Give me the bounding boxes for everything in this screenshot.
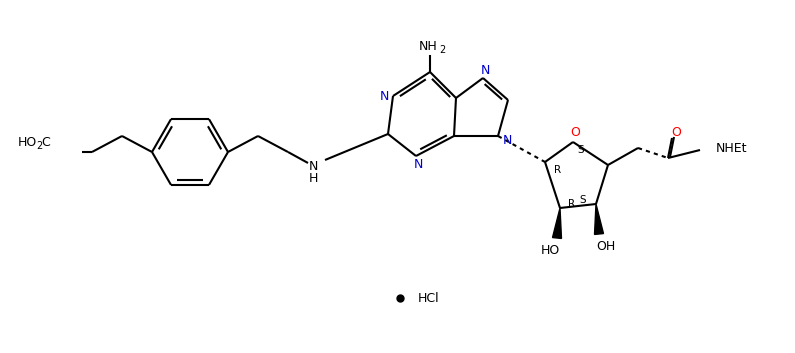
- Text: N: N: [413, 157, 423, 170]
- Text: HO: HO: [541, 245, 560, 257]
- Text: HCl: HCl: [418, 292, 440, 305]
- Text: O: O: [671, 126, 681, 139]
- Text: O: O: [570, 126, 580, 139]
- Text: 2: 2: [439, 45, 445, 55]
- Text: H: H: [308, 172, 318, 185]
- Polygon shape: [595, 204, 603, 234]
- Text: NH: NH: [419, 41, 437, 54]
- Text: S: S: [580, 195, 586, 205]
- Text: 2: 2: [36, 141, 42, 151]
- Text: R: R: [554, 165, 561, 175]
- Text: OH: OH: [596, 240, 615, 253]
- Text: S: S: [578, 145, 584, 155]
- Polygon shape: [553, 208, 561, 238]
- Text: R: R: [568, 199, 576, 209]
- Text: N: N: [480, 65, 490, 78]
- Text: N: N: [379, 90, 389, 102]
- Text: N: N: [308, 160, 318, 173]
- Text: C: C: [41, 136, 50, 149]
- Text: NHEt: NHEt: [716, 142, 747, 155]
- Text: HO: HO: [18, 136, 37, 149]
- Text: N: N: [502, 134, 512, 148]
